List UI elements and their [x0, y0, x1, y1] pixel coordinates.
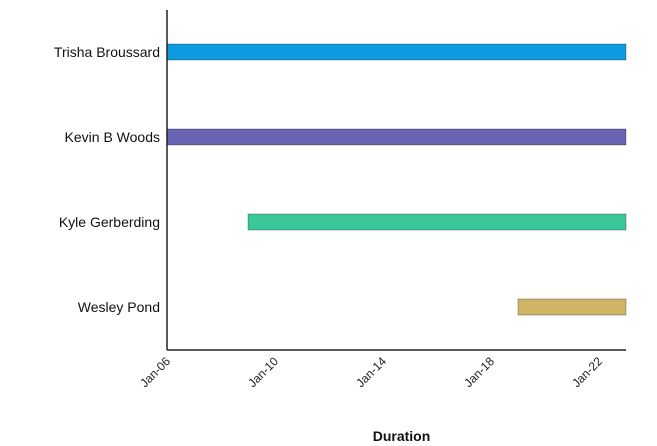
category-label: Kevin B Woods — [65, 129, 160, 145]
category-label: Kyle Gerberding — [59, 214, 160, 230]
x-tick-label: Jan-18 — [461, 354, 497, 390]
x-tick-label: Jan-06 — [137, 354, 173, 390]
bars-layer — [166, 43, 627, 316]
category-labels: Trisha Broussard Kevin B Woods Kyle Gerber… — [54, 44, 160, 315]
x-tick-label: Jan-22 — [569, 354, 605, 390]
x-tick-label: Jan-10 — [245, 354, 281, 390]
x-tick-labels: Jan-06 Jan-10 Jan-14 Jan-18 Jan-22 — [137, 354, 605, 390]
x-axis-title: Duration — [373, 428, 431, 444]
bar-trisha-broussard — [166, 43, 627, 61]
category-label: Trisha Broussard — [54, 44, 160, 60]
bar-wesley-pond — [517, 298, 627, 316]
category-label: Wesley Pond — [78, 299, 160, 315]
bar-kevin-b-woods — [166, 128, 627, 146]
bar-kyle-gerberding — [247, 213, 627, 231]
x-tick-label: Jan-14 — [353, 354, 389, 390]
